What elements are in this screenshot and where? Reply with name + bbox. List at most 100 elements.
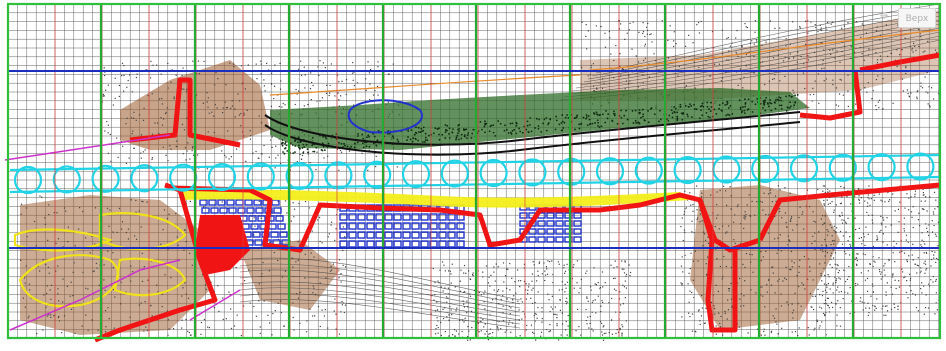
building-block	[277, 223, 286, 230]
contour-dot	[921, 208, 924, 210]
contour-dot	[314, 293, 317, 296]
contour-dot	[146, 201, 148, 203]
contour-dot	[694, 330, 696, 332]
contour-dot	[228, 158, 230, 160]
boundary-right-spur	[697, 199, 738, 333]
contour-dot	[826, 251, 829, 254]
contour-dot	[167, 62, 169, 65]
contour-dot	[187, 297, 190, 299]
contour-dot	[642, 82, 644, 84]
contour-dot	[906, 261, 909, 263]
contour-dot	[294, 103, 296, 106]
contour-dot	[901, 250, 903, 252]
tree-dot	[410, 129, 413, 132]
building-block	[393, 213, 402, 221]
tree-dot	[407, 136, 409, 138]
contour-dot	[106, 120, 108, 123]
contour-dot	[844, 291, 846, 293]
contour-dot	[785, 221, 787, 224]
contour-dot	[533, 264, 535, 266]
tree-dot	[727, 107, 730, 109]
contour-dot	[876, 62, 879, 64]
magenta-line	[189, 289, 241, 321]
contour-dot	[828, 311, 831, 313]
tree-dot	[436, 128, 439, 130]
view-top-button[interactable]: Верх	[898, 8, 936, 28]
contour-dot	[732, 221, 735, 223]
contour-dot	[476, 322, 478, 324]
building-block	[199, 199, 208, 206]
contour-dot	[782, 60, 785, 62]
contour-dot	[545, 266, 548, 268]
contour-dot	[464, 317, 466, 319]
contour-dot	[753, 72, 755, 74]
contour-dot	[25, 265, 27, 267]
contour-dot	[832, 292, 834, 294]
contour-dot	[135, 238, 138, 240]
contour-dot	[806, 278, 809, 280]
contour-dot	[203, 318, 205, 321]
contour-dot	[200, 333, 202, 336]
contour-dot	[306, 320, 308, 322]
tree-dot	[555, 115, 558, 118]
contour-dot	[463, 264, 466, 267]
contour-dot	[261, 273, 263, 275]
contour-dot	[924, 272, 926, 274]
contour-dot	[94, 207, 97, 209]
contour-dot	[897, 231, 899, 233]
contour-dot	[825, 244, 827, 246]
contour-dot	[917, 90, 919, 92]
tree-dot	[778, 104, 781, 107]
contour-dot	[841, 27, 843, 29]
contour-dot	[125, 162, 128, 164]
tree-dot	[751, 111, 754, 113]
contour-dot	[156, 64, 158, 66]
tree-dot	[432, 132, 435, 135]
contour-dot	[181, 88, 183, 90]
contour-dot	[468, 293, 470, 295]
contour-dot	[825, 303, 827, 305]
contour-dot	[182, 287, 184, 289]
contour-dot	[933, 213, 935, 215]
contour-dot	[329, 92, 331, 94]
contour-dot	[846, 278, 849, 281]
contour-dot	[638, 31, 640, 33]
contour-dot	[724, 312, 726, 315]
contour-dot	[774, 215, 776, 217]
tree-dot	[768, 105, 770, 108]
contour-dot	[828, 276, 830, 278]
contour-dot	[894, 261, 896, 263]
contour-dot	[680, 282, 682, 284]
pan-icon[interactable]: ✥	[879, 11, 889, 22]
contour-dot	[897, 24, 899, 26]
contour-dot	[642, 22, 644, 24]
contour-dot	[873, 199, 875, 201]
tree-dot	[497, 120, 500, 122]
contour-dot	[823, 185, 826, 187]
contour-dot	[700, 315, 703, 317]
contour-dot	[565, 320, 567, 323]
contour-dot	[444, 330, 447, 333]
contour-dot	[237, 93, 239, 95]
tree-dot	[762, 106, 764, 109]
building-block	[250, 223, 259, 230]
contour-dot	[175, 212, 177, 215]
contour-dot	[455, 310, 457, 312]
contour-dot	[236, 314, 238, 316]
contour-dot	[523, 263, 526, 265]
tree-dot	[297, 136, 300, 139]
contour-dot	[243, 114, 245, 116]
tree-dot	[321, 149, 324, 152]
contour-dot	[183, 100, 185, 102]
contour-dot	[106, 207, 109, 209]
contour-dot	[792, 57, 795, 59]
contour-dot	[781, 217, 783, 219]
tree-dot	[779, 97, 782, 99]
contour-dot	[437, 326, 439, 329]
contour-dot	[138, 114, 141, 116]
contour-dot	[610, 319, 613, 321]
contour-dot	[560, 334, 562, 336]
contour-dot	[150, 305, 152, 307]
